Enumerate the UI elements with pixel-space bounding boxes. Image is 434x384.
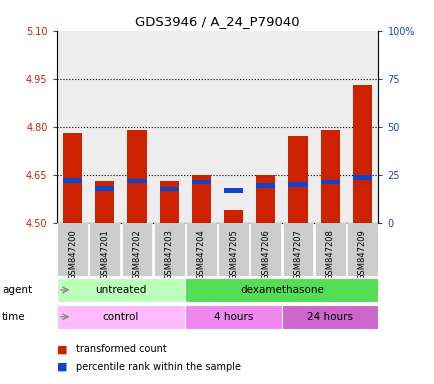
Text: GSM847209: GSM847209 (357, 229, 366, 280)
FancyBboxPatch shape (56, 278, 185, 302)
Text: GSM847202: GSM847202 (132, 229, 141, 280)
Text: GDS3946 / A_24_P79040: GDS3946 / A_24_P79040 (135, 15, 299, 28)
Bar (191, 180, 210, 184)
Text: GSM847204: GSM847204 (197, 229, 205, 280)
Text: transformed count: transformed count (76, 344, 167, 354)
FancyBboxPatch shape (121, 223, 152, 276)
Bar (56, 31, 89, 223)
Text: GSM847201: GSM847201 (100, 229, 109, 280)
FancyBboxPatch shape (185, 223, 217, 276)
Bar (63, 133, 82, 223)
FancyBboxPatch shape (250, 223, 281, 276)
FancyBboxPatch shape (89, 223, 120, 276)
Text: ■: ■ (56, 362, 67, 372)
FancyBboxPatch shape (314, 223, 345, 276)
Text: GSM847208: GSM847208 (325, 229, 334, 280)
Text: dexamethasone: dexamethasone (240, 285, 323, 295)
Bar (224, 189, 243, 193)
Bar (288, 182, 307, 187)
Bar (224, 210, 243, 223)
Bar (256, 175, 275, 223)
Bar (217, 31, 249, 223)
Text: GSM847207: GSM847207 (293, 229, 302, 280)
FancyBboxPatch shape (153, 223, 184, 276)
Bar (95, 186, 114, 191)
FancyBboxPatch shape (56, 305, 185, 329)
Text: GSM847205: GSM847205 (229, 229, 237, 280)
Text: GSM847203: GSM847203 (164, 229, 173, 280)
Text: untreated: untreated (95, 285, 146, 295)
Text: 4 hours: 4 hours (214, 312, 253, 322)
Bar (320, 130, 339, 223)
FancyBboxPatch shape (57, 223, 88, 276)
Bar (191, 175, 210, 223)
Bar (281, 31, 313, 223)
Text: percentile rank within the sample: percentile rank within the sample (76, 362, 240, 372)
Bar (127, 179, 146, 184)
Bar (320, 180, 339, 184)
Bar (249, 31, 281, 223)
Bar (352, 175, 371, 180)
Text: GSM847206: GSM847206 (261, 229, 270, 280)
Bar (256, 183, 275, 187)
Bar (95, 181, 114, 223)
Bar (153, 31, 185, 223)
FancyBboxPatch shape (281, 305, 378, 329)
Text: 24 hours: 24 hours (306, 312, 352, 322)
Bar (89, 31, 121, 223)
Bar (159, 187, 178, 191)
Bar (159, 181, 178, 223)
FancyBboxPatch shape (282, 223, 313, 276)
FancyBboxPatch shape (185, 278, 378, 302)
Bar (185, 31, 217, 223)
FancyBboxPatch shape (217, 223, 249, 276)
Bar (352, 85, 371, 223)
Bar (313, 31, 345, 223)
Text: control: control (102, 312, 139, 322)
Bar (127, 130, 146, 223)
FancyBboxPatch shape (346, 223, 377, 276)
FancyBboxPatch shape (185, 305, 281, 329)
Text: ■: ■ (56, 344, 67, 354)
Text: time: time (2, 312, 26, 322)
Text: GSM847200: GSM847200 (68, 229, 77, 280)
Bar (345, 31, 378, 223)
Bar (288, 136, 307, 223)
Bar (63, 178, 82, 183)
Text: agent: agent (2, 285, 32, 295)
Bar (121, 31, 153, 223)
